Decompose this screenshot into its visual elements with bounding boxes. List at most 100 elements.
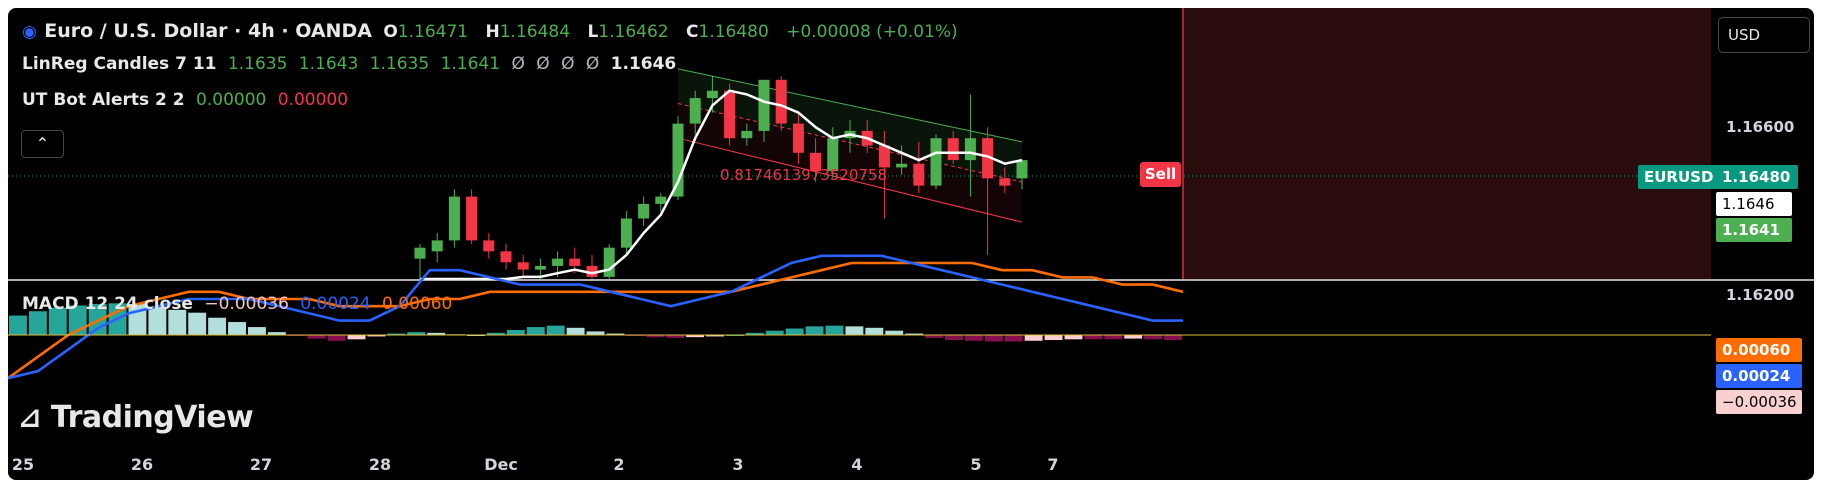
time-axis-label: 25 (11, 455, 35, 474)
candles (414, 76, 1028, 279)
time-axis-label: 26 (130, 455, 154, 474)
macd-histogram-bar (706, 335, 724, 337)
macd-histogram-bar (1164, 335, 1182, 341)
macd-histogram-bar (566, 327, 585, 335)
candle (827, 127, 839, 179)
signal-value: 0.00060 (382, 294, 453, 314)
candle-body (827, 138, 839, 172)
macd-line (8, 254, 1183, 380)
ohlc-open: O1.16471 (383, 22, 469, 42)
macd-histogram-bar (1104, 335, 1123, 340)
macd-histogram-bar (168, 309, 187, 335)
candle-body (982, 138, 994, 179)
candle-body (534, 265, 546, 270)
time-axis-label: 5 (970, 455, 982, 474)
last-price-tag: 1.16480 (1716, 165, 1798, 189)
currency-selector[interactable]: USD (1718, 17, 1810, 53)
macd-histogram-bar (267, 332, 286, 335)
macd-histogram-bar (606, 333, 625, 335)
candle-body (689, 98, 701, 124)
macd-histogram-bar (785, 328, 804, 335)
candle-body (896, 163, 908, 168)
candle (483, 233, 495, 259)
macd-histogram-bar (925, 335, 944, 338)
candle-body (500, 251, 512, 263)
macd-histogram-bar (964, 335, 983, 341)
utbot-name[interactable]: UT Bot Alerts 2 2 (22, 90, 185, 110)
collapse-legend-button[interactable]: ⌃ (21, 130, 64, 158)
macd-histogram-bar (825, 325, 844, 335)
wma-line (420, 89, 1023, 281)
candle-body (964, 138, 976, 161)
chart-canvas[interactable] (8, 8, 1814, 480)
sell-signal-badge: Sell (1140, 162, 1181, 187)
candle (741, 123, 753, 146)
candle-body (638, 203, 650, 219)
candle-body (724, 90, 736, 139)
candle-body (706, 90, 718, 99)
channel-upper-line (677, 68, 1023, 143)
symbol-title[interactable]: Euro / U.S. Dollar · 4h · OANDA (44, 20, 372, 42)
candle (672, 116, 684, 201)
time-axis-label: 27 (249, 455, 273, 474)
macd-histogram-bar (1024, 335, 1043, 341)
candle-body (414, 247, 426, 259)
macd-tag: 0.00024 (1716, 364, 1802, 388)
utbot-value-2: 0.00000 (277, 90, 349, 110)
linreg-legend: LinReg Candles 7 11 1.1635 1.1643 1.1635… (22, 54, 682, 74)
macd-histogram-bar (905, 333, 924, 335)
candle-body (792, 123, 804, 153)
macd-histogram-bar (984, 335, 1003, 342)
linreg-name[interactable]: LinReg Candles 7 11 (22, 54, 217, 74)
macd-histogram-bar (546, 325, 565, 335)
chevron-up-icon: ⌃ (35, 134, 50, 153)
candle-body (431, 240, 443, 252)
macd-histogram-bar (228, 322, 246, 335)
candle-body (930, 138, 942, 186)
candle (724, 83, 736, 146)
candle (517, 255, 529, 277)
candle (638, 196, 650, 226)
macd-histogram-bar (48, 307, 67, 335)
wma-line (420, 89, 1023, 281)
macd-histogram-bar (307, 335, 326, 339)
candle (758, 79, 770, 142)
candle (896, 145, 908, 175)
candle-body (620, 218, 632, 248)
macd-histogram-bar (1144, 335, 1163, 340)
macd-histogram-bar (686, 335, 705, 338)
macd-histogram-bar (666, 335, 685, 338)
candle-body (603, 247, 615, 277)
linreg-empty: Ø (585, 54, 600, 74)
macd-value: 0.00024 (300, 294, 371, 314)
candle-body (569, 258, 581, 266)
macd-name[interactable]: MACD 12 24 close (22, 294, 193, 314)
macd-histogram-bar (1004, 335, 1023, 342)
candle (620, 211, 632, 255)
candle (913, 141, 925, 193)
candle (431, 233, 443, 263)
candle (775, 76, 787, 131)
macd-histogram-bar (885, 330, 904, 335)
candle-body (448, 196, 460, 241)
linreg-value: 1.1635 (227, 54, 288, 74)
ohlc-low: L1.16462 (587, 22, 669, 42)
linreg-value: 1.1643 (298, 54, 359, 74)
price-axis-label: 1.16600 (1726, 118, 1795, 136)
linreg-empty: Ø (536, 54, 550, 74)
macd-histogram-bar (1044, 335, 1063, 341)
utbot-legend: UT Bot Alerts 2 2 0.00000 0.00000 (22, 90, 354, 110)
candle (586, 255, 598, 279)
macd-histogram-bar (1064, 335, 1083, 340)
tradingview-logo[interactable]: ⊿ TradingView (18, 400, 254, 435)
tradingview-logo-icon: ⊿ (18, 401, 41, 434)
candle-body (810, 152, 822, 172)
candle (964, 94, 976, 197)
tradingview-logo-text: TradingView (50, 400, 254, 435)
linreg-empty: Ø (561, 54, 575, 74)
macd-histogram-bar (845, 326, 864, 335)
candle-body (1016, 160, 1028, 179)
macd-histogram-bar (407, 332, 426, 335)
time-axis-label: 4 (851, 455, 863, 474)
macd-hist-value: −0.00036 (204, 294, 289, 314)
